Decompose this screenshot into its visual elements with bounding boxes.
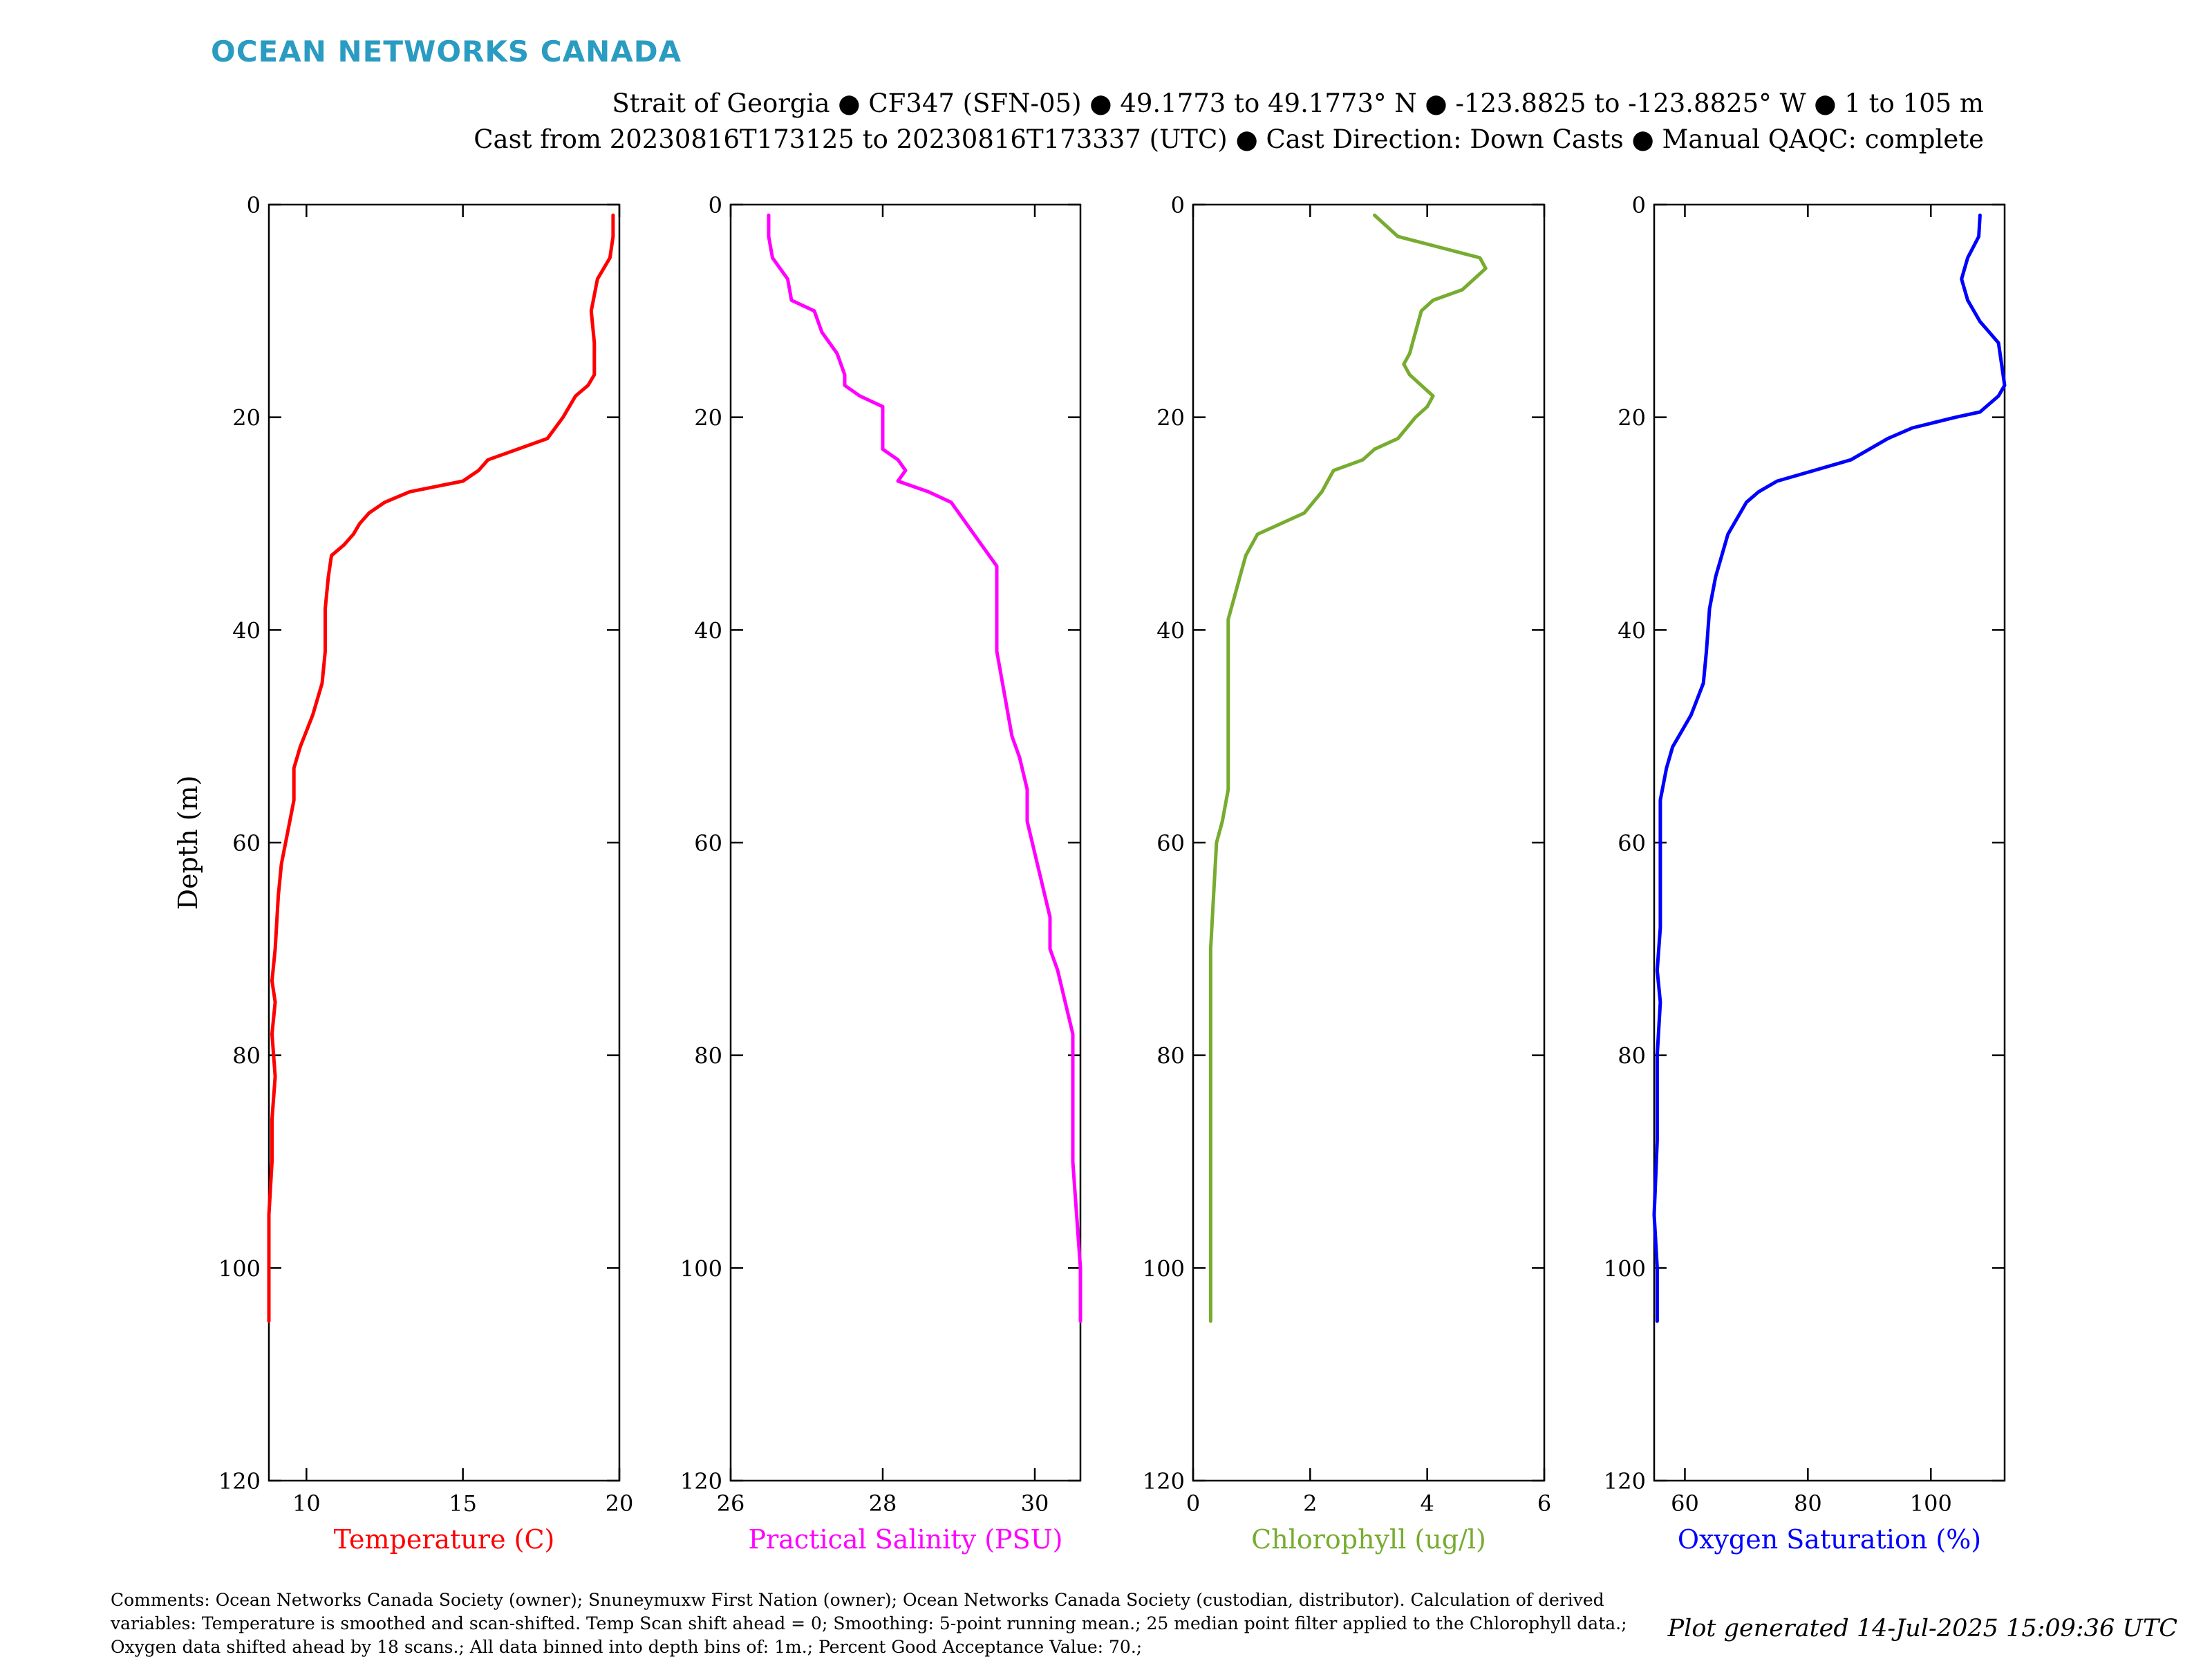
axes-box — [268, 203, 621, 1482]
x-tick-label: 0 — [1186, 1490, 1200, 1517]
x-axis-label: Oxygen Saturation (%) — [1678, 1524, 1981, 1555]
panel-1: 0 20 40 60 80 100 120 10 15 20 Temperature (C) Dept… — [173, 192, 633, 1555]
x-tick-label: 20 — [606, 1490, 634, 1517]
y-tick-label: 60 — [694, 830, 722, 856]
y-axis-label: Depth (m) — [173, 776, 203, 910]
y-tick-label: 40 — [232, 617, 261, 644]
x-tick-label: 4 — [1420, 1490, 1434, 1517]
y-tick-label: 20 — [1618, 405, 1646, 431]
x-tick-label: 6 — [1537, 1490, 1551, 1517]
y-tick-label: 40 — [1618, 617, 1646, 644]
y-tick-label: 20 — [232, 405, 261, 431]
title-line-2: Cast from 20230816T173125 to 20230816T17… — [474, 124, 1984, 154]
y-tick-label: 40 — [1156, 617, 1185, 644]
y-tick-label: 60 — [1618, 830, 1646, 856]
y-tick-label: 20 — [694, 405, 722, 431]
y-tick-label: 100 — [1143, 1255, 1185, 1282]
brand-logo: OCEAN NETWORKS CANADA — [211, 35, 682, 68]
series-line — [267, 213, 615, 1323]
y-tick-label: 80 — [1618, 1043, 1646, 1069]
x-tick-label: 80 — [1794, 1490, 1822, 1517]
axes-box — [1192, 203, 1546, 1482]
plot-generated-timestamp: Plot generated 14-Jul-2025 15:09:36 UTC — [1667, 1615, 2177, 1642]
y-tick-label: 80 — [232, 1043, 261, 1069]
y-tick-label: 0 — [709, 192, 722, 218]
axes-box — [729, 203, 1082, 1482]
y-tick-label: 120 — [1143, 1468, 1185, 1494]
axes-box — [1653, 203, 2006, 1482]
x-tick-label: 30 — [1021, 1490, 1049, 1517]
y-tick-label: 40 — [694, 617, 722, 644]
x-tick-label: 2 — [1303, 1490, 1317, 1517]
x-tick-label: 10 — [292, 1490, 321, 1517]
x-axis-label: Practical Salinity (PSU) — [749, 1524, 1063, 1555]
y-tick-label: 100 — [218, 1255, 261, 1282]
y-tick-label: 0 — [1632, 192, 1646, 218]
series-line — [1652, 213, 2007, 1323]
x-tick-label: 60 — [1671, 1490, 1699, 1517]
y-tick-label: 100 — [1604, 1255, 1646, 1282]
series-line — [767, 213, 1082, 1323]
y-tick-label: 60 — [232, 830, 261, 856]
x-tick-label: 26 — [717, 1490, 745, 1517]
y-tick-label: 100 — [680, 1255, 722, 1282]
y-tick-label: 0 — [1171, 192, 1185, 218]
y-tick-label: 120 — [680, 1468, 722, 1494]
y-tick-label: 20 — [1156, 405, 1185, 431]
panel-4: 0 20 40 60 80 100 120 60 80 100 Oxygen Saturation … — [1604, 192, 2007, 1555]
y-tick-label: 0 — [247, 192, 261, 218]
y-tick-label: 80 — [1156, 1043, 1185, 1069]
y-tick-label: 60 — [1156, 830, 1185, 856]
y-tick-label: 120 — [1604, 1468, 1646, 1494]
y-tick-label: 80 — [694, 1043, 722, 1069]
x-tick-label: 100 — [1910, 1490, 1952, 1517]
x-axis-label: Temperature (C) — [334, 1524, 555, 1555]
comments-text: Comments: Ocean Networks Canada Society … — [111, 1590, 1627, 1657]
x-tick-label: 15 — [449, 1490, 477, 1517]
x-tick-label: 28 — [869, 1490, 897, 1517]
x-axis-label: Chlorophyll (ug/l) — [1251, 1524, 1486, 1555]
y-tick-label: 120 — [218, 1468, 261, 1494]
series-line — [1208, 213, 1488, 1323]
title-line-1: Strait of Georgia ● CF347 (SFN-05) ● 49.… — [612, 88, 1984, 118]
